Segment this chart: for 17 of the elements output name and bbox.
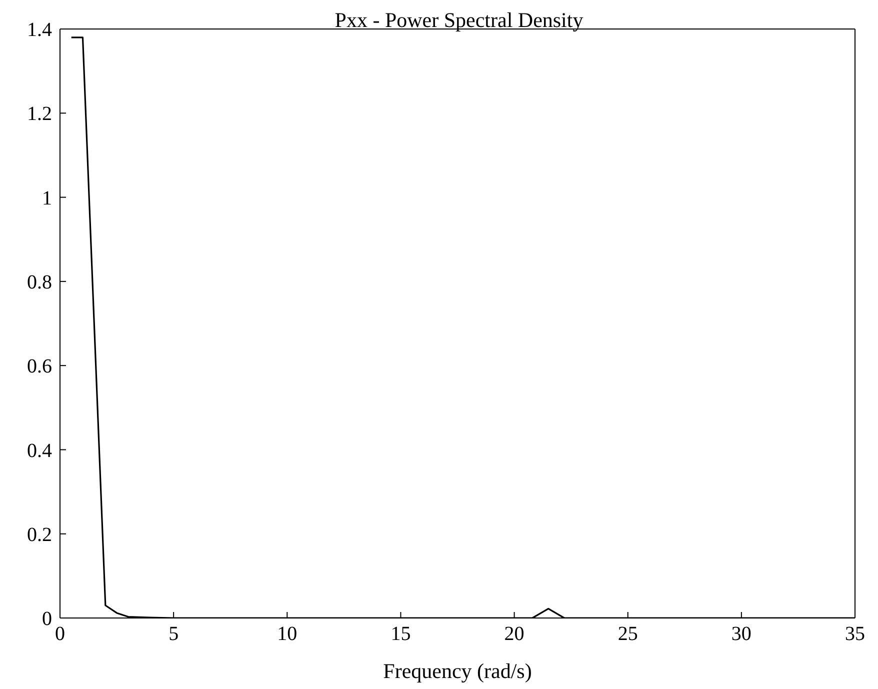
y-tick-label: 0.2 — [27, 524, 52, 546]
y-tick-label: 0.4 — [27, 440, 52, 462]
y-tick-label: 0 — [42, 608, 52, 630]
y-tick-label: 0.8 — [27, 272, 52, 294]
x-axis-title: Frequency (rad/s) — [383, 659, 532, 683]
x-tick-label: 5 — [168, 623, 179, 646]
x-tick-label: 10 — [277, 623, 298, 646]
y-tick-label: 1.2 — [27, 103, 52, 126]
x-tick-label: 20 — [504, 623, 524, 646]
y-tick-label: 0.6 — [27, 356, 52, 378]
x-tick-label: 30 — [731, 623, 752, 646]
y-tick-label: 1 — [42, 187, 52, 210]
x-tick-label: 15 — [390, 623, 411, 646]
chart-title: Pxx - Power Spectral Density — [334, 8, 584, 32]
x-tick-label: 25 — [618, 623, 638, 646]
y-tick-label: 1.4 — [27, 19, 52, 42]
x-tick-label: 35 — [845, 623, 865, 646]
